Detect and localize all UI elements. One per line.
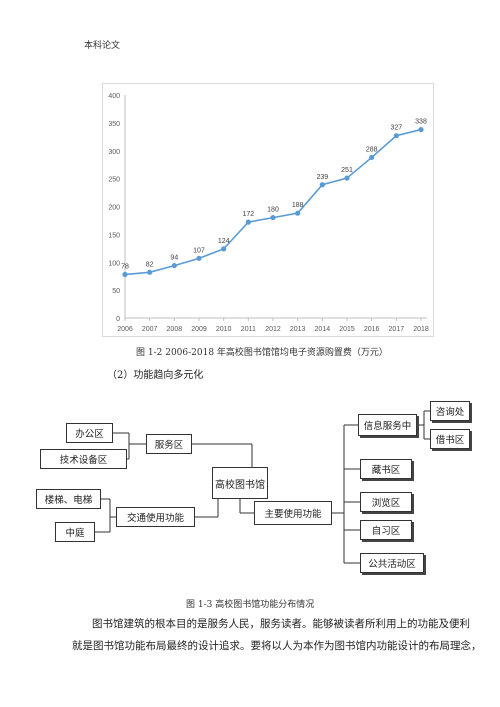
data-point bbox=[245, 219, 251, 225]
y-tick-label: 200 bbox=[108, 205, 120, 212]
data-label: 94 bbox=[170, 255, 178, 262]
x-tick-label: 2012 bbox=[265, 326, 281, 333]
x-tick-label: 2018 bbox=[413, 326, 429, 333]
y-tick-label: 350 bbox=[108, 121, 120, 128]
x-tick-label: 2009 bbox=[191, 326, 207, 333]
data-label: 338 bbox=[415, 119, 427, 126]
section-heading: （2）功能趋向多元化 bbox=[107, 370, 204, 381]
data-point bbox=[270, 215, 276, 221]
traffic-function-box: 交通使用功能 bbox=[116, 507, 195, 527]
lending-area-box: 借书区 bbox=[430, 429, 470, 449]
figure-caption-1-3: 图 1-3 高校图书馆功能分布情况 bbox=[186, 600, 315, 610]
root-library-box: 高校图书馆 bbox=[212, 467, 268, 499]
data-point bbox=[393, 133, 399, 139]
main-function-box: 主要使用功能 bbox=[254, 501, 332, 525]
data-label: 251 bbox=[341, 167, 353, 174]
data-label: 82 bbox=[146, 261, 154, 268]
y-tick-label: 400 bbox=[108, 93, 120, 100]
y-tick-label: 0 bbox=[116, 316, 120, 323]
stairs-elevator-box: 楼梯、电梯 bbox=[36, 489, 101, 509]
data-label: 172 bbox=[242, 211, 254, 218]
data-label: 107 bbox=[193, 247, 205, 254]
paragraph-line-2: 就是图书馆功能布局最终的设计追求。要将以人为本作为图书馆内功能设计的布局理念， bbox=[72, 640, 482, 652]
x-tick-label: 2007 bbox=[142, 326, 158, 333]
x-tick-label: 2006 bbox=[117, 326, 133, 333]
data-point bbox=[171, 262, 177, 269]
data-point bbox=[319, 182, 325, 188]
x-tick-label: 2017 bbox=[389, 326, 405, 333]
data-point bbox=[344, 175, 350, 181]
x-tick-label: 2008 bbox=[167, 326, 183, 333]
x-tick-label: 2016 bbox=[364, 326, 380, 333]
y-tick-label: 50 bbox=[112, 288, 120, 295]
x-tick-label: 2011 bbox=[241, 326, 256, 333]
line-chart: 0 50 100 150 200 250 300 350 400 2006 2007 2008 2009… bbox=[108, 93, 429, 333]
office-area-box: 办公区 bbox=[66, 423, 113, 443]
data-point bbox=[418, 126, 424, 133]
page-header: 本科论文 bbox=[84, 41, 121, 51]
data-point bbox=[147, 269, 153, 275]
data-label: 180 bbox=[267, 207, 279, 214]
x-tick-label: 2015 bbox=[339, 326, 355, 333]
public-activity-box: 公共活动区 bbox=[360, 553, 424, 573]
data-label: 188 bbox=[292, 202, 304, 209]
data-point bbox=[122, 271, 128, 278]
data-label: 78 bbox=[121, 264, 129, 271]
book-stack-box: 藏书区 bbox=[360, 459, 412, 479]
consult-desk-box: 咨询处 bbox=[430, 401, 470, 421]
data-label: 327 bbox=[390, 125, 402, 132]
x-tick-label: 2014 bbox=[315, 326, 331, 333]
figure-caption-1-2: 图 1-2 2006-2018 年高校图书馆馆均电子资源购置费（万元） bbox=[136, 348, 388, 358]
data-point bbox=[295, 210, 301, 216]
paragraph-line-1: 图书馆建筑的根本目的是服务人民，服务读者。能够被读者所利用上的功能及便利 bbox=[92, 618, 470, 630]
data-point bbox=[221, 246, 227, 252]
atrium-box: 中庭 bbox=[55, 522, 95, 542]
data-label: 239 bbox=[316, 174, 328, 181]
x-tick-label: 2010 bbox=[216, 326, 232, 333]
y-tick-label: 150 bbox=[108, 232, 120, 239]
info-service-box: 信息服务中 bbox=[358, 414, 417, 436]
browsing-area-box: 浏览区 bbox=[360, 492, 412, 512]
tech-equipment-area-box: 技术设备区 bbox=[40, 449, 127, 469]
study-area-box: 自习区 bbox=[360, 520, 412, 540]
data-label: 124 bbox=[218, 238, 230, 245]
data-label: 288 bbox=[366, 146, 378, 153]
chart-frame: 0 50 100 150 200 250 300 350 400 2006 2007 2008 2009… bbox=[102, 83, 434, 337]
y-tick-label: 300 bbox=[108, 149, 120, 156]
y-tick-label: 100 bbox=[108, 260, 120, 267]
data-point bbox=[369, 154, 375, 161]
service-area-box: 服务区 bbox=[146, 434, 192, 454]
y-tick-label: 250 bbox=[108, 177, 120, 184]
x-tick-label: 2013 bbox=[290, 326, 306, 333]
data-point bbox=[196, 255, 202, 261]
